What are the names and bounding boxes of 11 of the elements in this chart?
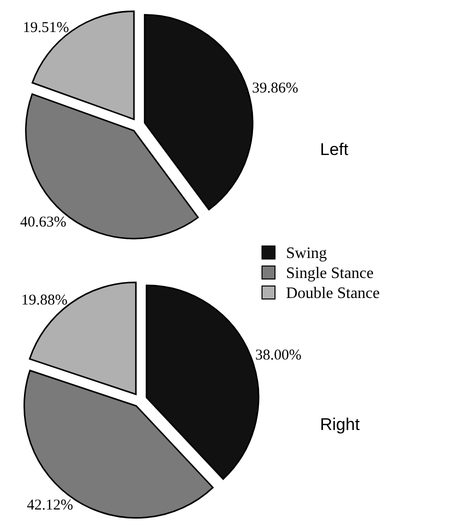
text: Right (320, 415, 360, 434)
data-label: 19.51% (22, 20, 69, 36)
data-label: 39.86% (252, 80, 298, 96)
data-label: 38.00% (255, 347, 302, 364)
data-label: 42.12% (26, 497, 74, 514)
legend-label: Double Stance (286, 285, 380, 302)
legend-label: Single Stance (286, 265, 374, 282)
data-label: 19.88% (21, 292, 68, 308)
text: Left (320, 140, 349, 159)
data-label: 40.63% (20, 214, 66, 230)
legend-label: Swing (286, 245, 327, 262)
